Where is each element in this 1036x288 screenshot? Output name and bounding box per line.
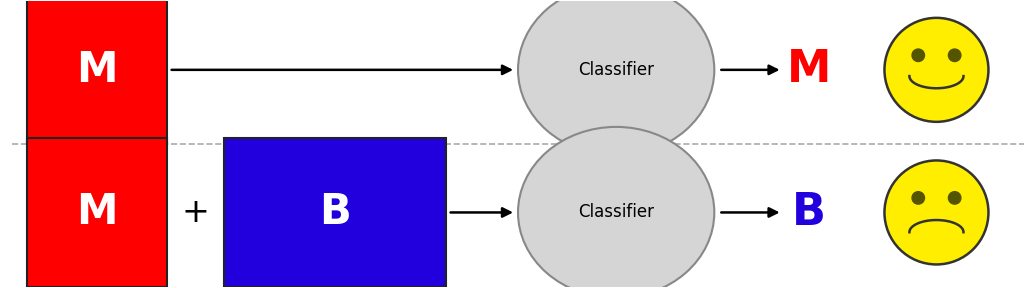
Ellipse shape [912, 49, 924, 62]
FancyBboxPatch shape [27, 138, 167, 287]
Ellipse shape [518, 127, 714, 288]
Text: M: M [77, 49, 118, 91]
Text: B: B [793, 191, 827, 234]
Ellipse shape [948, 192, 961, 204]
FancyBboxPatch shape [27, 0, 167, 144]
Text: B: B [319, 192, 350, 234]
Ellipse shape [885, 160, 988, 264]
Text: Classifier: Classifier [578, 61, 654, 79]
FancyBboxPatch shape [224, 138, 445, 287]
Ellipse shape [912, 192, 924, 204]
Text: Classifier: Classifier [578, 203, 654, 221]
Text: +: + [181, 196, 209, 229]
Text: M: M [77, 192, 118, 234]
Ellipse shape [948, 49, 961, 62]
Ellipse shape [885, 18, 988, 122]
Ellipse shape [518, 0, 714, 156]
Text: M: M [787, 48, 832, 91]
